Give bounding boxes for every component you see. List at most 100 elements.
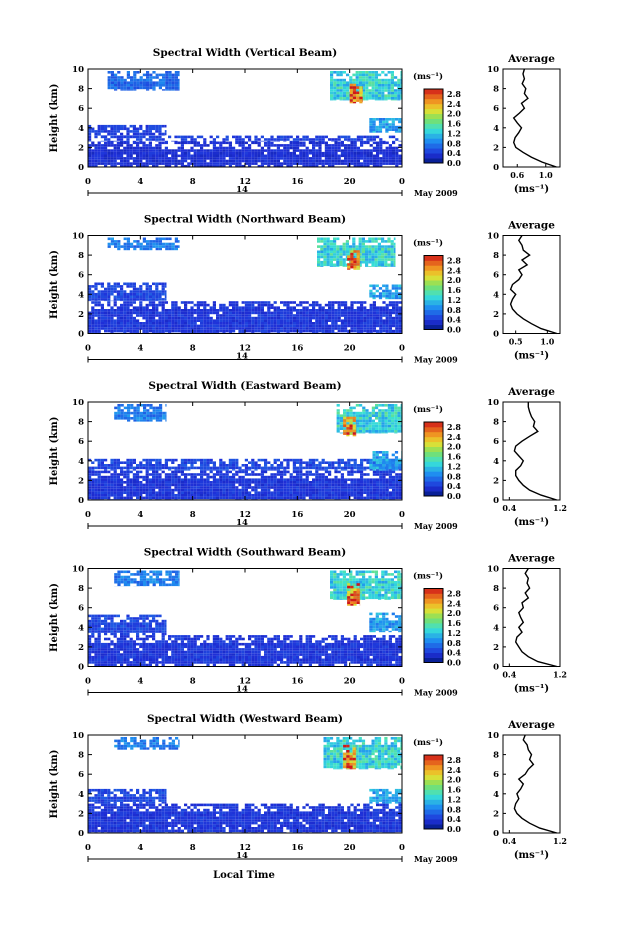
heatmap-cell — [378, 404, 382, 407]
heatmap-cell — [164, 159, 168, 163]
heatmap-cell — [88, 469, 92, 471]
heatmap-cell — [283, 486, 287, 489]
heatmap-cell — [254, 141, 258, 145]
heatmap-cell — [353, 470, 357, 474]
heatmap-cell — [280, 301, 284, 304]
heatmap-cell — [264, 141, 268, 145]
heatmap-cell — [174, 470, 178, 474]
heatmap-cell — [333, 71, 337, 74]
heatmap-cell — [177, 314, 181, 317]
heatmap-cell — [161, 470, 165, 474]
heatmap-cell — [187, 491, 191, 494]
heatmap-cell — [350, 151, 354, 155]
heatmap-cell — [280, 151, 284, 155]
heatmap-cell — [334, 149, 338, 152]
heatmap-cell — [129, 329, 133, 333]
heatmap-cell — [91, 159, 95, 163]
heatmap-cell — [315, 473, 319, 476]
heatmap-cell — [241, 309, 245, 312]
heatmap-cell — [139, 140, 143, 142]
heatmap-cell — [177, 316, 181, 320]
heatmap-cell — [94, 478, 98, 481]
heatmap-cell — [394, 297, 399, 300]
heatmap-cell — [126, 282, 130, 286]
heatmap-cell — [142, 478, 146, 481]
heatmap-cell — [366, 461, 370, 464]
heatmap-cell — [193, 481, 197, 484]
heatmap-cell — [193, 303, 197, 307]
heatmap-cell — [382, 473, 386, 476]
heatmap-cell — [193, 466, 197, 470]
heatmap-cell — [315, 301, 319, 304]
heatmap-cell — [289, 486, 293, 489]
heatmap-cell — [315, 141, 319, 145]
heatmap-cell — [336, 409, 340, 412]
heatmap-cell — [244, 464, 248, 467]
heatmap-cell — [206, 144, 210, 147]
heatmap-cell — [225, 146, 229, 150]
heatmap-cell — [177, 478, 181, 481]
heatmap-cell — [174, 306, 178, 309]
heatmap-cell — [123, 319, 127, 322]
heatmap-cell — [333, 240, 337, 243]
heatmap-cell — [190, 461, 194, 464]
heatmap-cell — [129, 486, 133, 489]
heatmap-cell — [323, 237, 327, 241]
heatmap-cell — [340, 473, 344, 476]
heatmap-cell — [388, 309, 392, 312]
heatmap-cell — [129, 130, 133, 133]
heatmap-cell — [368, 84, 372, 87]
heatmap-cell — [324, 303, 328, 307]
heatmap-cell — [276, 469, 280, 471]
heatmap-cell — [238, 149, 242, 152]
heatmap-cell — [97, 159, 101, 163]
heatmap-cell — [110, 127, 114, 131]
heatmap-cell — [136, 322, 140, 325]
heatmap-cell — [209, 488, 213, 492]
colorbar-bin — [424, 265, 443, 271]
heatmap-cell — [355, 84, 359, 87]
heatmap-cell — [129, 301, 133, 304]
heatmap-cell — [388, 125, 392, 129]
heatmap-cell — [161, 287, 165, 291]
heatmap-cell — [148, 162, 152, 165]
heatmap-cell — [187, 301, 191, 304]
heatmap-cell — [337, 458, 341, 462]
heatmap-cell — [232, 466, 236, 470]
heatmap-cell — [155, 159, 159, 163]
heatmap-cell — [394, 294, 399, 298]
heatmap-cell — [219, 329, 223, 333]
heatmap-cell — [315, 149, 319, 152]
heatmap-cell — [148, 316, 152, 320]
heatmap-cell — [145, 162, 149, 165]
heatmap-cell — [203, 491, 207, 494]
heatmap-cell — [382, 120, 386, 124]
heatmap-cell — [264, 464, 268, 467]
heatmap-cell — [378, 91, 382, 95]
heatmap-cell — [123, 247, 127, 251]
heatmap-cell — [369, 294, 373, 298]
heatmap-cell — [350, 260, 354, 264]
heatmap-cell — [308, 483, 312, 487]
heatmap-cell — [216, 319, 220, 322]
heatmap-cell — [280, 322, 284, 325]
heatmap-cell — [372, 162, 376, 165]
heatmap-cell — [308, 461, 312, 464]
heatmap-cell — [193, 488, 197, 492]
heatmap-cell — [155, 458, 159, 462]
heatmap-cell — [100, 298, 104, 301]
heatmap-cell — [289, 146, 293, 150]
heatmap-cell — [158, 86, 162, 90]
heatmap-cell — [164, 329, 168, 333]
heatmap-cell — [368, 260, 372, 264]
heatmap-cell — [353, 314, 357, 317]
heatmap-cell — [334, 140, 338, 142]
heatmap-cell — [366, 162, 370, 165]
heatmap-cell — [123, 491, 127, 494]
heatmap-cell — [375, 118, 379, 121]
heatmap-cell — [216, 159, 220, 163]
heatmap-cell — [350, 309, 354, 312]
heatmap-cell — [337, 311, 341, 315]
heatmap-cell — [356, 162, 360, 165]
heatmap-cell — [184, 322, 188, 325]
